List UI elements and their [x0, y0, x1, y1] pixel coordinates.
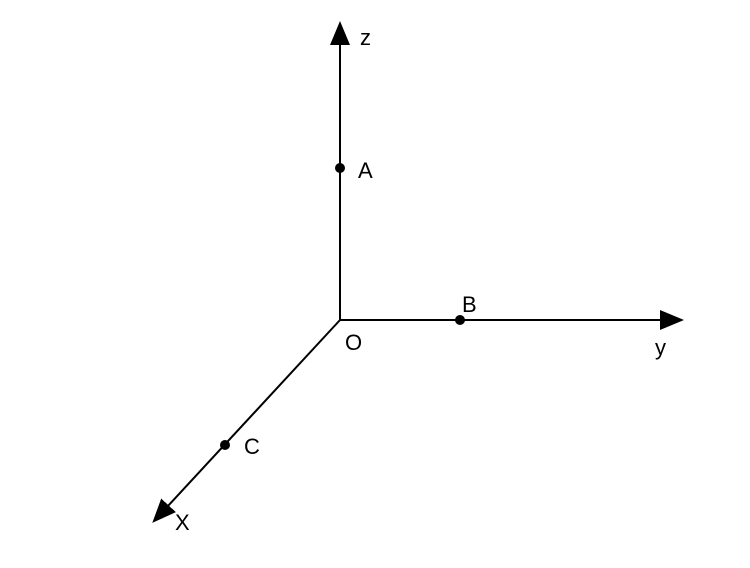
point-a-label: A [358, 158, 373, 184]
x-axis [155, 320, 340, 520]
point-c-label: C [244, 434, 260, 460]
coordinate-diagram [0, 0, 750, 568]
point-a [335, 163, 345, 173]
point-c [220, 440, 230, 450]
x-axis-label: X [175, 510, 190, 536]
origin-label: O [345, 330, 362, 356]
point-b-label: B [462, 292, 477, 318]
y-axis-label: y [655, 335, 666, 361]
z-axis-label: z [360, 25, 371, 51]
